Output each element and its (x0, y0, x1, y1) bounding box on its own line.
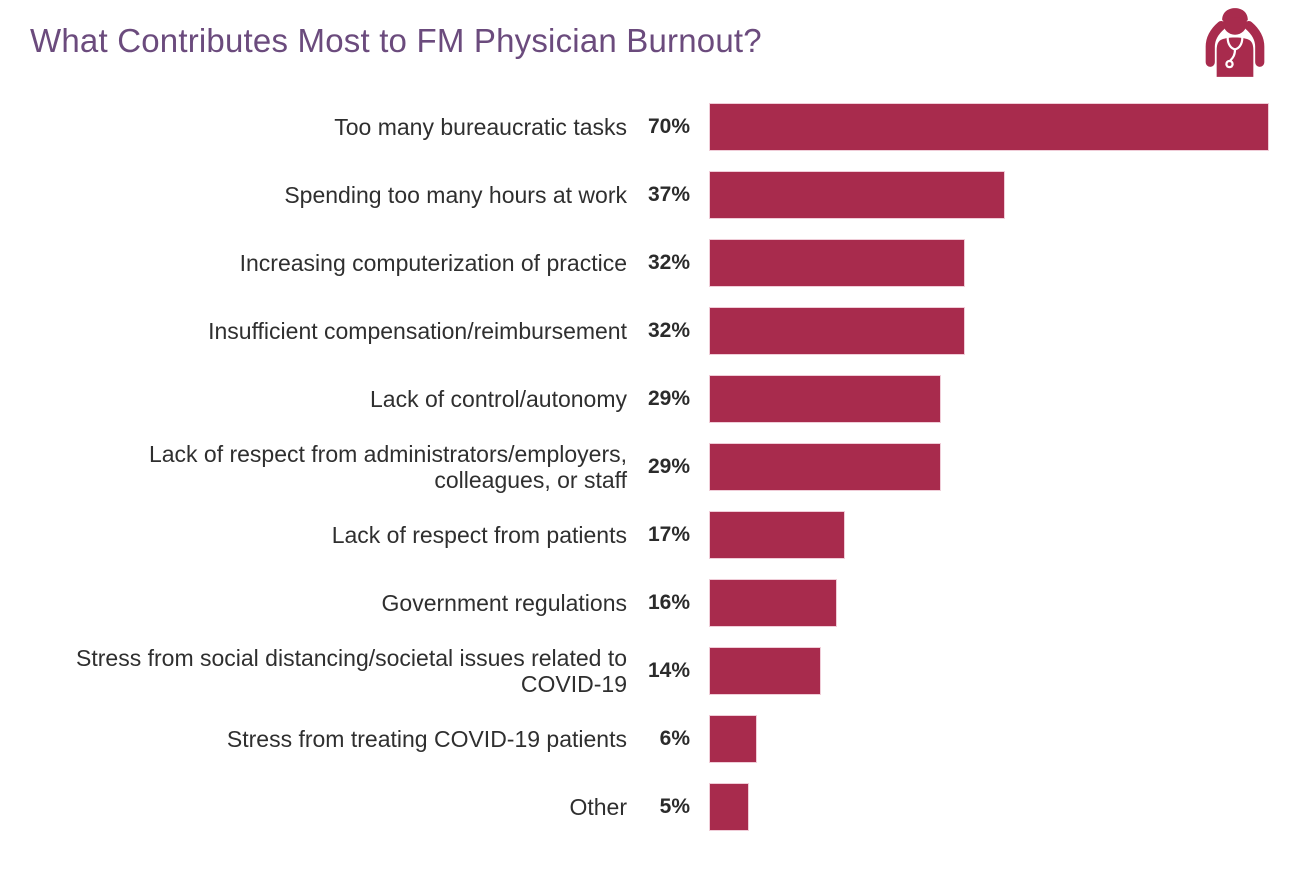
category-label: Stress from social distancing/societal i… (76, 644, 627, 697)
bar (709, 783, 749, 831)
bar-track (690, 307, 1290, 355)
value-label: 32% (647, 319, 690, 342)
bar-row: Lack of respect from patients 17% (0, 501, 1290, 569)
category-label: Lack of respect from administrators/empl… (148, 440, 627, 493)
bar (709, 307, 965, 355)
value-label: 29% (647, 387, 690, 410)
bar-track (690, 511, 1290, 559)
bar-row: Stress from social distancing/societal i… (0, 637, 1290, 705)
bar (709, 443, 941, 491)
bar-row: Increasing computerization of practice 3… (0, 229, 1290, 297)
value-label: 70% (647, 115, 690, 138)
bar (709, 103, 1269, 151)
value-label: 17% (647, 523, 690, 546)
category-label: Insufficient compensation/reimbursement (208, 317, 627, 344)
bar-row: Spending too many hours at work 37% (0, 161, 1290, 229)
bar-track (690, 647, 1290, 695)
bar-track (690, 783, 1290, 831)
category-label: Lack of respect from patients (331, 521, 627, 548)
bar (709, 579, 837, 627)
bar (709, 171, 1005, 219)
category-label: Too many bureaucratic tasks (334, 113, 627, 140)
bar-row: Government regulations 16% (0, 569, 1290, 637)
bar (709, 511, 845, 559)
bar-track (690, 171, 1290, 219)
bar-track (690, 375, 1290, 423)
value-label: 5% (659, 795, 690, 818)
burnout-physician-icon (1202, 6, 1268, 80)
bar-row: Too many bureaucratic tasks 70% (0, 93, 1290, 161)
category-label: Government regulations (381, 589, 627, 616)
bar-track (690, 443, 1290, 491)
category-label: Increasing computerization of practice (239, 249, 627, 276)
category-label: Lack of control/autonomy (370, 385, 627, 412)
value-label: 16% (647, 591, 690, 614)
category-label: Spending too many hours at work (284, 181, 627, 208)
bar-row: Lack of control/autonomy 29% (0, 365, 1290, 433)
bar-row: Lack of respect from administrators/empl… (0, 433, 1290, 501)
chart-title: What Contributes Most to FM Physician Bu… (30, 22, 762, 59)
bar-row: Stress from treating COVID-19 patients 6… (0, 705, 1290, 773)
bar-row: Insufficient compensation/reimbursement … (0, 297, 1290, 365)
bar (709, 647, 821, 695)
bar-track (690, 239, 1290, 287)
category-label: Other (569, 793, 627, 820)
value-label: 14% (647, 659, 690, 682)
bar-chart: Too many bureaucratic tasks 70% Spending… (0, 93, 1290, 841)
bar-track (690, 715, 1290, 763)
bar-track (690, 579, 1290, 627)
bar (709, 715, 757, 763)
value-label: 32% (647, 251, 690, 274)
category-label: Stress from treating COVID-19 patients (226, 725, 627, 752)
bar (709, 375, 941, 423)
bar-track (690, 103, 1290, 151)
value-label: 37% (647, 183, 690, 206)
bar-row: Other 5% (0, 773, 1290, 841)
value-label: 29% (647, 455, 690, 478)
bar (709, 239, 965, 287)
value-label: 6% (659, 727, 690, 750)
